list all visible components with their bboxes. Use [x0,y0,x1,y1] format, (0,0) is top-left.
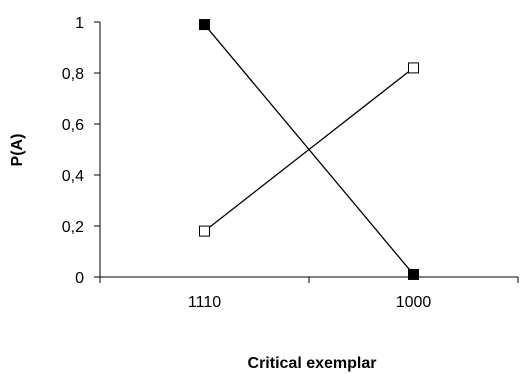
x-axis-title: Critical exemplar [248,355,377,372]
series-2-point [408,62,419,74]
series-2-point [199,225,210,237]
x-tick-label: 1000 [396,294,432,311]
series-2-line [204,67,414,232]
y-tick-label: 0,8 [62,66,84,83]
series-1-point [199,19,210,31]
x-tick-label: 1110 [188,294,221,311]
series-1-point [408,268,419,280]
axes: 0 0,2 0,4 0,6 0,8 1 1110 1000 [62,15,519,311]
y-tick-label: 0,4 [62,168,84,185]
y-axis-title: P(A) [9,134,26,167]
y-tick-label: 0,2 [62,219,84,236]
y-tick-label: 1 [75,15,84,32]
series-layer [199,19,419,280]
y-tick-label: 0 [75,270,84,287]
y-tick-label: 0,6 [62,117,84,134]
